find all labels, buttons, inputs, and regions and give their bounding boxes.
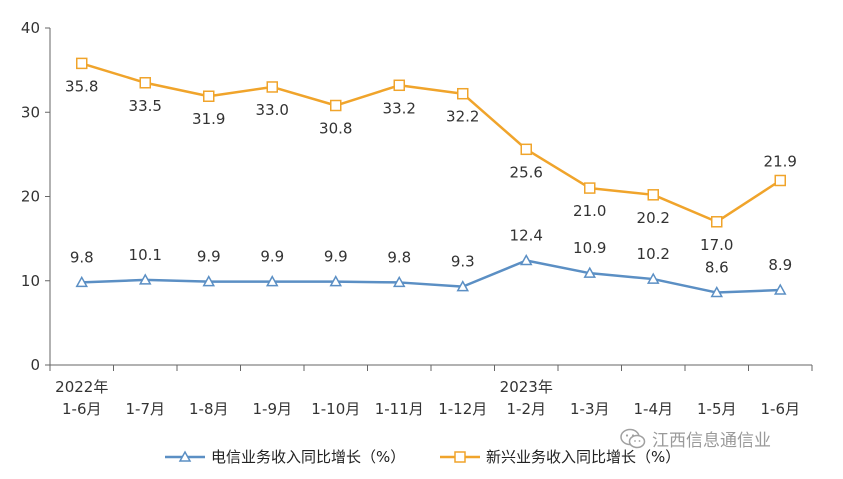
- triangle-marker-icon: [165, 449, 205, 462]
- data-label: 9.8: [387, 248, 411, 266]
- square-marker-icon: [440, 450, 480, 463]
- data-label: 20.2: [637, 209, 670, 227]
- data-point-marker: [773, 283, 787, 295]
- data-point-marker: [75, 275, 89, 288]
- series-layer: [75, 57, 787, 298]
- y-tick-label: 0: [30, 356, 40, 374]
- watermark-text: 江西信息通信业: [652, 431, 771, 451]
- legend-item-emerging: 新兴业务收入同比增长（%）: [440, 446, 680, 467]
- data-point-marker: [710, 286, 724, 298]
- legend-label-telecom: 电信业务收入同比增长（%）: [211, 448, 406, 466]
- data-label: 33.2: [383, 99, 416, 117]
- data-point-marker: [774, 174, 786, 187]
- data-point-marker: [266, 81, 278, 93]
- data-label: 9.8: [70, 248, 94, 266]
- data-point-marker: [646, 272, 660, 284]
- data-point-marker: [203, 90, 215, 102]
- data-label: 25.6: [510, 163, 543, 181]
- data-point-marker: [456, 280, 470, 292]
- y-tick-label: 40: [21, 19, 40, 37]
- data-label: 35.8: [65, 77, 98, 95]
- data-point-marker: [583, 266, 597, 278]
- data-label: 9.9: [260, 248, 284, 266]
- data-label: 17.0: [700, 236, 733, 254]
- series-line-1: [81, 62, 781, 224]
- series-line-0: [81, 259, 781, 294]
- data-point-marker: [457, 87, 469, 100]
- legend-label-emerging: 新兴业务收入同比增长（%）: [486, 448, 681, 466]
- line-chart: 0 10 20 30 40 1-6月 1-7月 1-8月 1-9月 1-10月 1-11月 1-12月…: [21, 19, 813, 418]
- data-label: 12.4: [510, 227, 543, 245]
- labels-layer: 9.8 10.1 9.9 9.9 9.9 9.8 9.3 12.4 10.9 10.2 8.6 8.9…: [65, 77, 797, 276]
- legend: 电信业务收入同比增长（%） 新兴业务收入同比增长（%）: [0, 446, 843, 470]
- data-label: 8.9: [768, 256, 792, 274]
- x-tick-label: 1-8月: [189, 400, 229, 418]
- data-label: 33.5: [129, 97, 162, 115]
- data-label: 21.0: [573, 202, 606, 220]
- legend-item-telecom: 电信业务收入同比增长（%）: [165, 446, 405, 467]
- data-point-marker: [519, 253, 533, 266]
- data-point-marker: [330, 99, 342, 112]
- data-point-marker: [520, 143, 532, 156]
- x-tick-label: 1-10月: [311, 400, 360, 418]
- data-label: 10.2: [637, 245, 670, 263]
- data-point-marker: [138, 273, 152, 285]
- data-point-marker: [711, 216, 723, 228]
- x-tick-label: 1-6月: [62, 400, 102, 418]
- data-label: 8.6: [705, 259, 729, 277]
- x-year-label: 2022年: [55, 378, 108, 396]
- data-point-marker: [584, 182, 596, 194]
- data-point-marker: [139, 77, 151, 89]
- wechat-icon: [620, 428, 646, 448]
- y-tick-label: 30: [21, 103, 40, 121]
- x-tick-label: 1-3月: [570, 400, 610, 418]
- y-tick-label: 20: [21, 188, 40, 206]
- x-tick-label: 1-2月: [507, 400, 547, 418]
- x-tick-label: 1-9月: [253, 400, 293, 418]
- data-point-marker: [329, 275, 343, 287]
- x-tick-label: 1-7月: [126, 400, 166, 418]
- data-point-marker: [265, 275, 279, 287]
- data-point-marker: [76, 57, 88, 70]
- data-label: 9.9: [197, 248, 221, 266]
- x-tick-label: 1-5月: [697, 400, 737, 418]
- data-label: 32.2: [446, 108, 479, 126]
- x-tick-label: 1-6月: [761, 400, 801, 418]
- data-label: 10.9: [573, 239, 606, 257]
- data-label: 33.0: [256, 101, 289, 119]
- axes-layer: 0 10 20 30 40 1-6月 1-7月 1-8月 1-9月 1-10月 1-11月 1-12月…: [21, 19, 813, 418]
- watermark: 江西信息通信业: [620, 426, 771, 451]
- y-tick-label: 10: [21, 272, 40, 290]
- x-tick-label: 1-12月: [438, 400, 487, 418]
- data-point-marker: [393, 79, 405, 92]
- data-label: 21.9: [764, 152, 797, 170]
- data-point-marker: [202, 275, 216, 287]
- data-point-marker: [392, 275, 406, 288]
- data-point-marker: [647, 189, 659, 201]
- data-label: 31.9: [192, 110, 225, 128]
- data-label: 9.3: [451, 253, 475, 271]
- data-label: 9.9: [324, 248, 348, 266]
- x-tick-label: 1-11月: [375, 400, 424, 418]
- data-label: 30.8: [319, 120, 352, 138]
- x-year-label: 2023年: [500, 378, 553, 396]
- data-label: 10.1: [129, 246, 162, 264]
- x-tick-label: 1-4月: [634, 400, 674, 418]
